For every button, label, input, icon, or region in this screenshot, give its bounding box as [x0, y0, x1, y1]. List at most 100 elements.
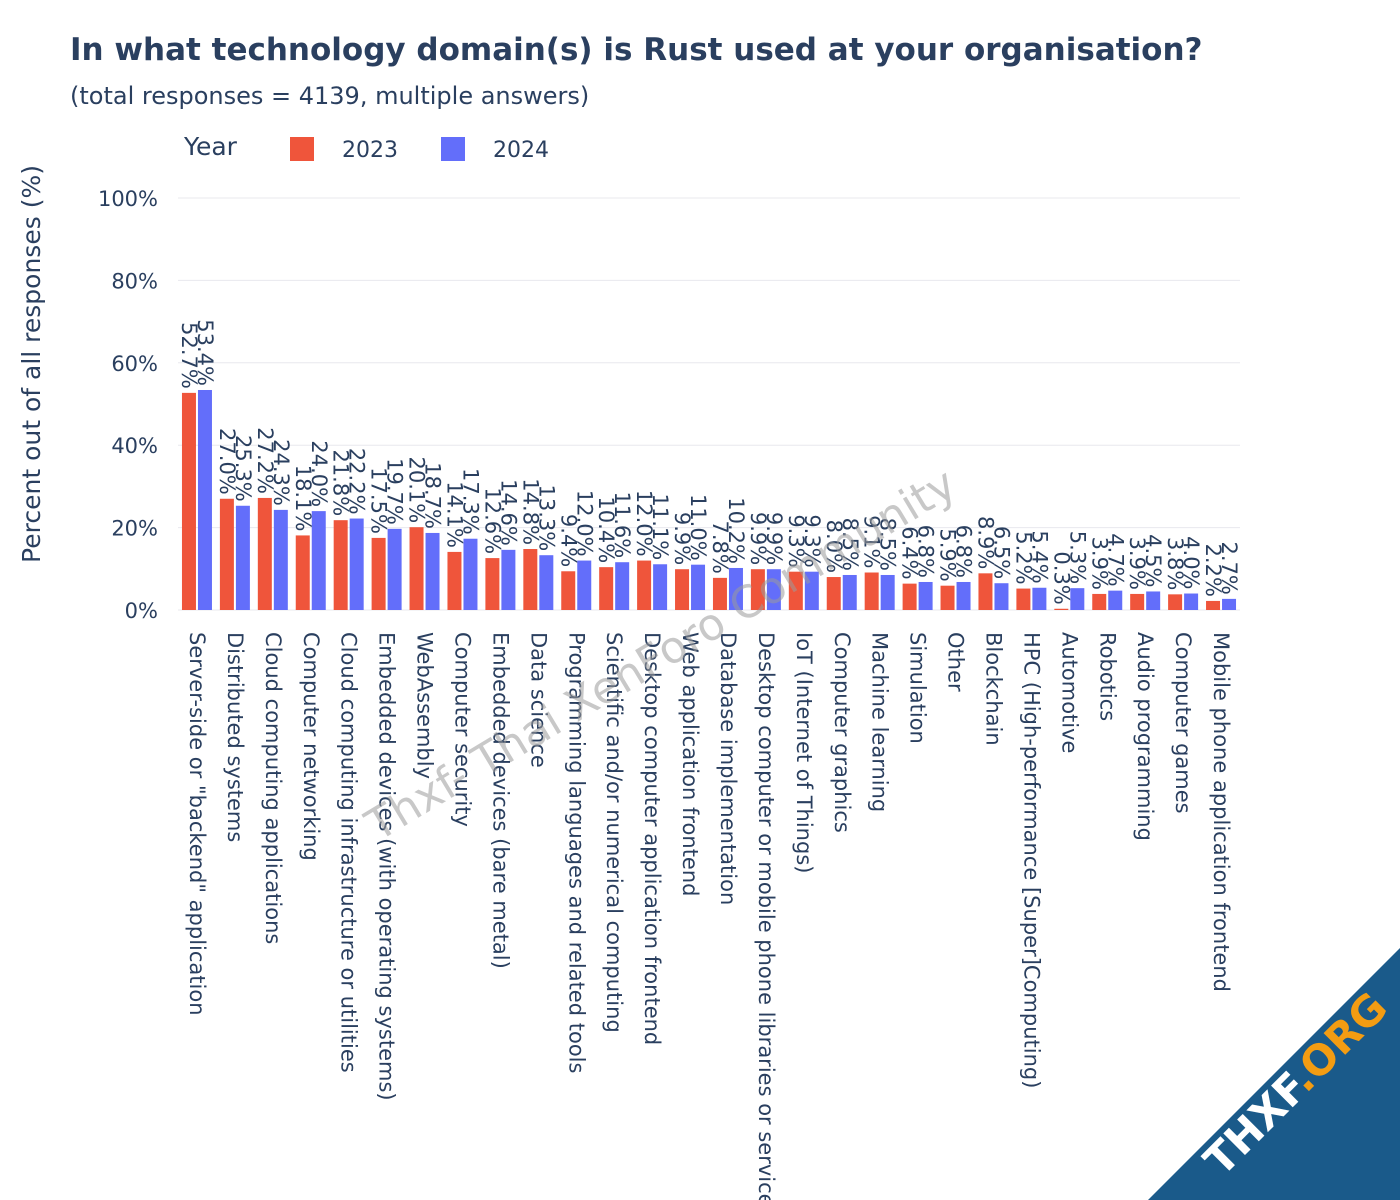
bar-2024[interactable] [615, 562, 630, 610]
bar-2024[interactable] [1070, 588, 1085, 610]
category-label: Simulation [906, 632, 930, 744]
value-label-2023: 12.6% [480, 487, 504, 554]
bar-2023[interactable] [940, 585, 955, 610]
value-label-2023: 10.4% [594, 496, 618, 563]
legend-swatch-2023[interactable] [290, 137, 314, 161]
bar-2023[interactable] [1168, 594, 1183, 610]
value-label-2023: 27.2% [253, 427, 277, 494]
legend-swatch-2024[interactable] [441, 137, 465, 161]
bar-2023[interactable] [219, 498, 234, 610]
site-badge[interactable]: THXF.ORG [1148, 948, 1400, 1200]
bar-2024[interactable] [273, 509, 288, 610]
category-label: Server-side or "backend" application [185, 632, 209, 1016]
bar-2024[interactable] [311, 511, 326, 610]
value-label-2024: 13.3% [534, 484, 558, 551]
bar-2023[interactable] [1016, 588, 1031, 610]
bar-2024[interactable] [425, 532, 440, 610]
value-label-2024: 4.0% [1179, 536, 1203, 589]
bar-2024[interactable] [766, 569, 781, 610]
bar-2024[interactable] [842, 574, 857, 610]
legend-label-2023[interactable]: 2023 [342, 138, 398, 163]
bar-2024[interactable] [539, 555, 554, 610]
bar-2023[interactable] [181, 392, 196, 610]
badge-background[interactable] [1148, 948, 1400, 1200]
bar-2023[interactable] [523, 549, 538, 610]
chart-title: In what technology domain(s) is Rust use… [70, 32, 1203, 68]
bar-2024[interactable] [728, 567, 743, 610]
value-label-2023: 20.1% [405, 456, 429, 523]
bar-2023[interactable] [333, 520, 348, 610]
category-label: Audio programming [1133, 632, 1157, 841]
bar-2024[interactable] [1222, 598, 1237, 610]
bar-2023[interactable] [371, 537, 386, 610]
value-label-2023: 52.7% [177, 322, 201, 389]
bar-2024[interactable] [918, 581, 933, 610]
category-label: Programming languages and related tools [564, 632, 588, 1073]
bar-2023[interactable] [447, 551, 462, 610]
value-label-2024: 5.4% [1027, 530, 1051, 583]
bar-2024[interactable] [691, 564, 706, 610]
bar-2024[interactable] [349, 518, 364, 610]
y-tick-label: 100% [98, 187, 158, 211]
bar-2024[interactable] [994, 583, 1009, 610]
bar-2024[interactable] [880, 574, 895, 610]
bar-2023[interactable] [675, 569, 690, 610]
y-tick-label: 60% [111, 352, 158, 376]
bar-2023[interactable] [295, 535, 310, 610]
bar-2023[interactable] [599, 567, 614, 610]
legend[interactable]: Year 2023 2024 [183, 132, 549, 163]
value-label-2024: 22.2% [345, 448, 369, 515]
legend-label-2024[interactable]: 2024 [493, 138, 549, 163]
bar-2024[interactable] [197, 389, 212, 610]
bar-2024[interactable] [1184, 593, 1199, 610]
value-label-2023: 14.8% [518, 478, 542, 545]
value-label-2024: 9.3% [800, 514, 824, 567]
value-label-2024: 5.3% [1065, 531, 1089, 584]
bar-2024[interactable] [653, 564, 668, 610]
bar-2023[interactable] [637, 560, 652, 610]
bar-2024[interactable] [1108, 590, 1123, 610]
y-axis-title: Percent out of all responses (%) [17, 165, 46, 563]
bar-2023[interactable] [409, 527, 424, 610]
bar-2023[interactable] [788, 571, 803, 610]
bar-2024[interactable] [387, 528, 402, 610]
bar-2024[interactable] [577, 560, 592, 610]
bar-2023[interactable] [750, 569, 765, 610]
bar-2024[interactable] [235, 505, 250, 610]
bar-2023[interactable] [1092, 593, 1107, 610]
bar-2023[interactable] [902, 583, 917, 610]
y-axis-ticks: 0% 20% 40% 60% 80% 100% [98, 187, 158, 623]
bar-2023[interactable] [561, 571, 576, 610]
value-label-2024: 17.3% [458, 468, 482, 535]
value-label-2024: 11.1% [648, 494, 672, 561]
bar-2023[interactable] [1206, 600, 1221, 610]
bar-2024[interactable] [956, 581, 971, 610]
legend-title: Year [183, 132, 238, 161]
category-label: WebAssembly [413, 632, 437, 779]
bars [181, 389, 1237, 610]
category-label: HPC (High-performance [Super]Computing) [1019, 632, 1043, 1088]
bar-2023[interactable] [1130, 593, 1145, 610]
value-label-2024: 4.7% [1103, 533, 1127, 586]
category-label: Cloud computing infrastructure or utilit… [337, 632, 361, 1073]
y-tick-label: 40% [111, 434, 158, 458]
value-label-2024: 4.5% [1141, 534, 1165, 587]
value-label-2023: 5.9% [936, 528, 960, 581]
bar-2023[interactable] [864, 572, 879, 610]
bar-2024[interactable] [463, 538, 478, 610]
bar-2024[interactable] [501, 549, 516, 610]
bar-2023[interactable] [485, 558, 500, 610]
bar-2023[interactable] [826, 577, 841, 610]
bar-2024[interactable] [804, 571, 819, 610]
value-label-2024: 6.5% [989, 526, 1013, 579]
bar-2024[interactable] [1146, 591, 1161, 610]
value-label-2023: 9.3% [784, 514, 808, 567]
value-label-2023: 3.8% [1163, 537, 1187, 590]
bar-2023[interactable] [1054, 608, 1069, 610]
bar-2023[interactable] [712, 577, 727, 610]
bar-2023[interactable] [257, 497, 272, 610]
value-label-2024: 12.0% [572, 490, 596, 557]
value-label-2024: 6.8% [952, 525, 976, 578]
bar-2024[interactable] [1032, 587, 1047, 610]
bar-2023[interactable] [978, 573, 993, 610]
